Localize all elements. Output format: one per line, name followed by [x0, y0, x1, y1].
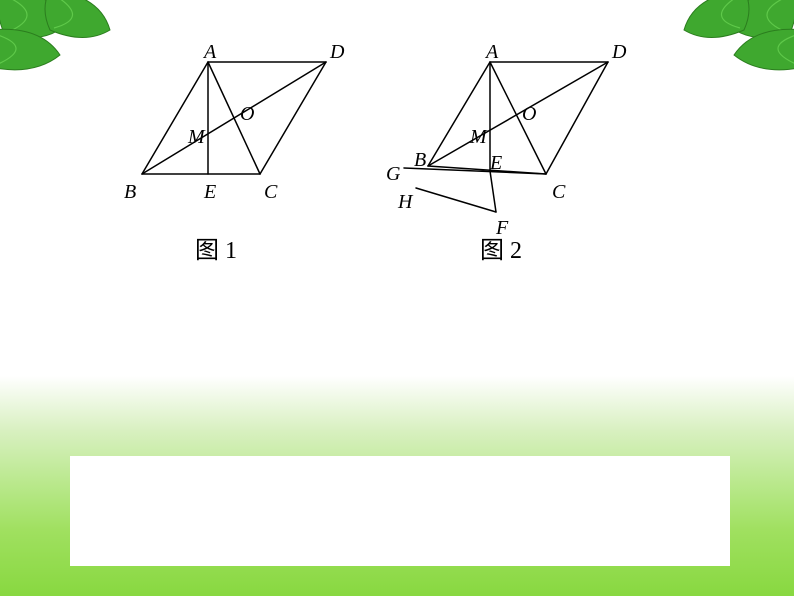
diagram-1-label-O: O — [240, 104, 254, 124]
diagram-2-label-E: E — [490, 153, 502, 173]
diagram-2-caption: 图 2 — [480, 230, 522, 265]
diagram-1-label-D: D — [330, 42, 344, 62]
diagram-2: ADBCEOMGHF — [390, 46, 650, 226]
diagram-2-label-H: H — [398, 192, 412, 212]
diagram-1-caption: 图 1 — [195, 230, 237, 265]
diagram-1: ADBCEOM — [130, 46, 360, 196]
diagram-1-label-A: A — [204, 42, 216, 62]
diagram-2-label-C: C — [552, 182, 565, 202]
diagram-2-edge-EF — [490, 171, 496, 212]
white-panel — [70, 456, 730, 566]
diagram-2-edge-BD — [428, 62, 608, 166]
diagram-1-edge-CD — [260, 62, 326, 174]
diagram-1-label-B: B — [124, 182, 136, 202]
diagram-2-label-O: O — [522, 104, 536, 124]
diagram-1-label-M: M — [188, 127, 205, 147]
diagram-1-label-E: E — [204, 182, 216, 202]
diagram-1-label-C: C — [264, 182, 277, 202]
diagram-2-label-A: A — [486, 42, 498, 62]
diagram-2-edge-AB — [428, 62, 490, 166]
diagram-2-label-B: B — [414, 150, 426, 170]
leaf-corner-top-left-icon — [0, 0, 130, 90]
diagram-2-label-M: M — [470, 127, 487, 147]
diagram-2-label-G: G — [386, 164, 400, 184]
diagram-2-edge-HF — [416, 188, 496, 212]
leaf-corner-top-right-icon — [664, 0, 794, 90]
diagram-2-svg — [390, 46, 650, 226]
diagram-2-edge-CD — [546, 62, 608, 174]
diagram-1-edge-AB — [142, 62, 208, 174]
diagram-2-label-D: D — [612, 42, 626, 62]
